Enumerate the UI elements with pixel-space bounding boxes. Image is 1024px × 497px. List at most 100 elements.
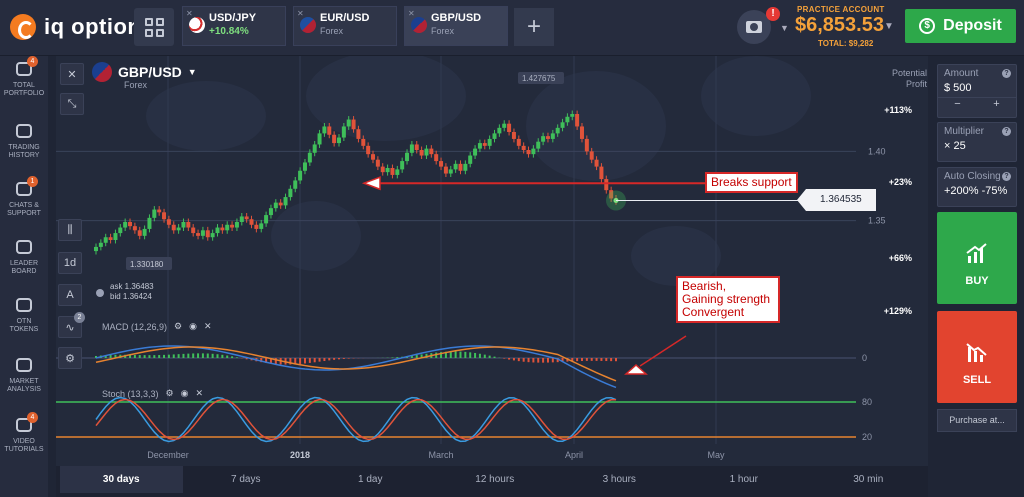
- all-assets-button[interactable]: [134, 8, 174, 46]
- buy-button[interactable]: BUY: [937, 212, 1017, 304]
- candle: [473, 148, 478, 156]
- macd-label[interactable]: MACD (12,26,9) ⚙ ◉ ✕: [102, 321, 212, 332]
- candle: [283, 197, 288, 206]
- close-chart-button[interactable]: ✕: [60, 63, 84, 85]
- deposit-button[interactable]: $ Deposit: [905, 9, 1016, 43]
- nav-item-tutorials[interactable]: 4 VIDEO TUTORIALS: [0, 412, 48, 454]
- timeframe-30-min[interactable]: 30 min: [853, 474, 884, 485]
- amount-box[interactable]: Amount ? $ 500 − +: [937, 64, 1017, 118]
- candle: [176, 227, 181, 231]
- tab-eurusd[interactable]: ✕ EUR/USD Forex: [293, 6, 397, 46]
- chart-area[interactable]: 1.40 1.35 1.427675 1.330180 0 80 20 December 201…: [56, 56, 928, 466]
- macd-histogram-bar: [197, 353, 200, 358]
- fullscreen-button[interactable]: ⤡: [60, 93, 84, 115]
- macd-histogram-bar: [342, 358, 345, 359]
- macd-histogram-bar: [313, 358, 316, 363]
- timeframe-7-days[interactable]: 7 days: [231, 474, 261, 485]
- help-icon[interactable]: ?: [1002, 172, 1011, 181]
- close-icon[interactable]: ✕: [186, 9, 193, 18]
- macd-histogram-bar: [109, 354, 112, 358]
- macd-histogram-bar: [391, 357, 394, 358]
- info-icon[interactable]: [96, 289, 104, 297]
- close-icon[interactable]: ✕: [408, 9, 415, 18]
- timeframe-1-day[interactable]: 1 day: [358, 474, 383, 485]
- tab-gbpusd[interactable]: ✕ GBP/USD Forex: [404, 6, 508, 46]
- multiplier-box[interactable]: Multiplier ? × 25: [937, 122, 1017, 162]
- candle: [152, 209, 157, 218]
- multiplier-value[interactable]: × 25: [944, 140, 966, 152]
- macd-histogram-bar: [517, 358, 520, 362]
- auto-closing-box[interactable]: Auto Closing ? +200% -75%: [937, 167, 1017, 207]
- chevron-down-icon[interactable]: ▼: [884, 21, 894, 32]
- price-chart[interactable]: 1.40 1.35 1.427675 1.330180 0 80 20 December 201…: [56, 56, 928, 466]
- candle: [434, 154, 439, 162]
- account-total: TOTAL: $9,282: [818, 39, 874, 48]
- purchase-at-button[interactable]: Purchase at...: [937, 409, 1017, 432]
- candle: [288, 188, 293, 198]
- candle: [409, 144, 414, 153]
- chevron-down-icon[interactable]: ▼: [780, 23, 789, 33]
- close-icon: ✕: [67, 68, 77, 81]
- gear-icon[interactable]: ⚙: [174, 321, 183, 331]
- tab-usdjpy[interactable]: ✕ USD/JPY +10.84%: [182, 6, 286, 46]
- settings-button[interactable]: ⚙: [58, 347, 82, 369]
- candle: [579, 126, 584, 139]
- stoch-label[interactable]: Stoch (13,3,3) ⚙ ◉ ✕: [102, 388, 203, 399]
- close-icon[interactable]: ✕: [297, 9, 304, 18]
- close-icon[interactable]: ✕: [203, 321, 212, 331]
- timeframe-3-hours[interactable]: 3 hours: [602, 474, 636, 485]
- nav-item-board[interactable]: LEADER BOARD: [0, 238, 48, 276]
- candle: [565, 116, 570, 123]
- indicators-button[interactable]: ∿ 2: [58, 312, 85, 338]
- candle: [312, 144, 317, 153]
- nav-label: MARKET: [9, 378, 39, 385]
- close-icon[interactable]: ✕: [195, 388, 204, 398]
- tab-sub: Forex: [320, 26, 344, 36]
- timeframe-30-days[interactable]: 30 days: [60, 466, 183, 493]
- help-icon[interactable]: ?: [1002, 69, 1011, 78]
- account-type[interactable]: PRACTICE ACCOUNT: [797, 5, 885, 14]
- left-nav: [0, 56, 48, 497]
- macd-histogram-bar: [527, 358, 530, 363]
- gear-icon[interactable]: ⚙: [165, 388, 174, 398]
- candle: [419, 150, 424, 156]
- screenshot-button[interactable]: [737, 10, 771, 44]
- macd-histogram-bar: [469, 352, 472, 358]
- macd-histogram-bar: [449, 351, 452, 358]
- macd-histogram-bar: [571, 358, 574, 362]
- nav-item-portfolio[interactable]: 4 TOTAL PORTFOLIO: [0, 56, 48, 98]
- macd-histogram-bar: [192, 353, 195, 358]
- macd-histogram-bar: [542, 358, 545, 363]
- macd-histogram-bar: [440, 352, 443, 358]
- account-balance[interactable]: $6,853.53: [795, 14, 884, 36]
- amount-minus-button[interactable]: −: [954, 98, 961, 110]
- timeframe-button[interactable]: 1d: [58, 252, 82, 274]
- help-icon[interactable]: ?: [1002, 127, 1011, 136]
- flag-icon: [300, 17, 316, 33]
- nav-item-analysis[interactable]: MARKET ANALYSIS: [0, 356, 48, 394]
- auto-closing-value[interactable]: +200% -75%: [944, 185, 1008, 197]
- chart-type-button[interactable]: ⫼: [58, 219, 82, 241]
- eye-icon[interactable]: ◉: [189, 321, 197, 331]
- sell-button[interactable]: SELL: [937, 311, 1017, 403]
- candle: [322, 126, 327, 134]
- eye-icon[interactable]: ◉: [180, 388, 189, 398]
- nav-item-history[interactable]: TRADING HISTORY: [0, 122, 48, 160]
- high-label: 1.427675: [522, 74, 556, 83]
- candle: [443, 166, 448, 174]
- flag-icon: [92, 62, 112, 82]
- amount-input[interactable]: $ 500: [944, 82, 972, 94]
- logo[interactable]: iq option: [10, 12, 141, 42]
- macd-histogram-bar: [493, 356, 496, 358]
- logo-icon: [10, 14, 36, 40]
- nav-item-support[interactable]: 1 CHATS & SUPPORT: [0, 176, 48, 218]
- price-axis-label: 1.40: [868, 146, 886, 156]
- nav-item-tokens[interactable]: OTN TOKENS: [0, 296, 48, 334]
- symbol-selector[interactable]: GBP/USD ▼: [92, 62, 197, 82]
- timeframe-1-hour[interactable]: 1 hour: [729, 474, 758, 485]
- amount-plus-button[interactable]: +: [993, 98, 1000, 110]
- timeframe-12-hours[interactable]: 12 hours: [475, 474, 515, 485]
- camera-icon: [746, 21, 762, 33]
- drawing-tools-button[interactable]: A: [58, 284, 82, 306]
- add-tab-button[interactable]: +: [514, 8, 554, 46]
